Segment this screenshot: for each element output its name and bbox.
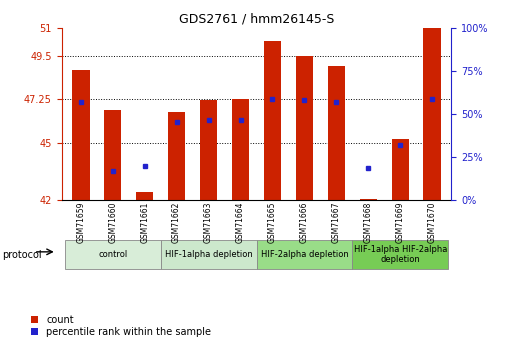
Title: GDS2761 / hmm26145-S: GDS2761 / hmm26145-S [179,12,334,25]
FancyBboxPatch shape [256,240,352,269]
Text: HIF-1alpha depletion: HIF-1alpha depletion [165,250,252,259]
Text: HIF-2alpha depletion: HIF-2alpha depletion [261,250,348,259]
Text: GSM71664: GSM71664 [236,202,245,243]
FancyBboxPatch shape [65,240,161,269]
Bar [200,100,218,200]
Text: control: control [98,250,127,259]
Bar [391,139,409,200]
Text: GSM71663: GSM71663 [204,202,213,243]
Bar [168,112,185,200]
Bar [72,70,90,200]
Bar [360,199,377,200]
Bar [328,66,345,200]
Text: GSM71670: GSM71670 [428,202,437,243]
Text: GSM71669: GSM71669 [396,202,405,243]
Text: GSM71662: GSM71662 [172,202,181,243]
Text: GSM71666: GSM71666 [300,202,309,243]
Bar [136,193,153,200]
Text: GSM71660: GSM71660 [108,202,117,243]
Text: HIF-1alpha HIF-2alpha
depletion: HIF-1alpha HIF-2alpha depletion [353,245,447,264]
FancyBboxPatch shape [161,240,256,269]
Text: GSM71667: GSM71667 [332,202,341,243]
Text: GSM71661: GSM71661 [140,202,149,243]
FancyBboxPatch shape [352,240,448,269]
Text: GSM71668: GSM71668 [364,202,373,243]
Text: GSM71665: GSM71665 [268,202,277,243]
Text: GSM71659: GSM71659 [76,202,85,243]
Bar [423,28,441,200]
Bar [232,99,249,200]
Bar [104,110,122,200]
Text: protocol: protocol [3,250,42,259]
Bar [295,56,313,200]
Bar [264,41,281,200]
Legend: count, percentile rank within the sample: count, percentile rank within the sample [30,315,211,337]
